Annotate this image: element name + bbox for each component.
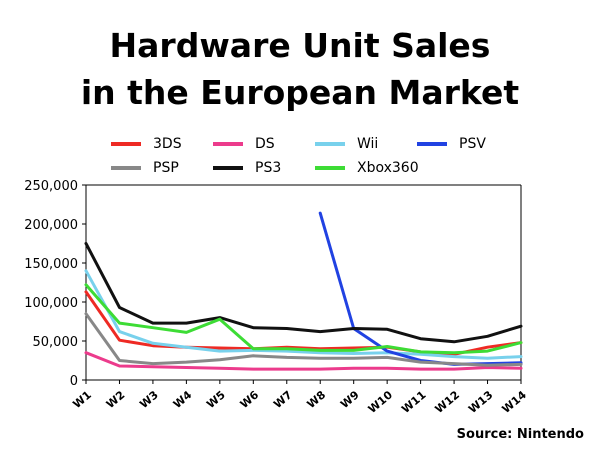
y-tick-label: 250,000 xyxy=(24,179,78,194)
legend-label-psp: PSP xyxy=(153,160,179,176)
legend-label-ps3: PS3 xyxy=(255,160,282,176)
chart-title-line-2: in the European Market xyxy=(80,73,520,112)
x-tick-label: W7 xyxy=(271,388,295,411)
x-tick-label: W13 xyxy=(466,388,495,416)
legend-label-xbox360: Xbox360 xyxy=(357,160,419,176)
series-line-xbox360 xyxy=(84,283,523,355)
x-tick-label: W5 xyxy=(204,388,228,411)
legend-swatch-ds xyxy=(213,142,243,146)
chart-title-line-1: Hardware Unit Sales xyxy=(109,26,491,65)
legend-item-wii: Wii xyxy=(315,134,378,154)
y-tick-label: 50,000 xyxy=(33,335,79,350)
legend-item-xbox360: Xbox360 xyxy=(315,158,419,178)
chart-title: Hardware Unit Sales in the European Mark… xyxy=(0,22,600,116)
x-tick-label: W12 xyxy=(433,388,462,416)
x-tick-label: W1 xyxy=(70,388,94,411)
legend-label-psv: PSV xyxy=(459,136,486,152)
legend-item-psp: PSP xyxy=(111,158,179,178)
x-tick-label: W8 xyxy=(305,388,329,411)
legend-swatch-ps3 xyxy=(213,166,243,170)
legend-label-wii: Wii xyxy=(357,136,379,152)
x-tick-label: W14 xyxy=(500,388,530,416)
x-tick-label: W9 xyxy=(338,388,362,411)
x-tick-label: W4 xyxy=(171,388,195,411)
legend-item-ps3: PS3 xyxy=(213,158,281,178)
x-tick-label: W10 xyxy=(366,388,396,416)
series-line-ps3 xyxy=(84,242,523,344)
x-tick-label: W3 xyxy=(137,388,161,411)
x-tick-label: W2 xyxy=(104,388,128,411)
legend-label-ds: DS xyxy=(255,136,275,152)
legend-swatch-psv xyxy=(417,142,447,146)
y-tick-label: 200,000 xyxy=(24,218,78,233)
y-tick-label: 0 xyxy=(70,374,78,389)
legend-swatch-xbox360 xyxy=(315,166,345,170)
legend-swatch-wii xyxy=(315,142,345,146)
x-tick-label: W6 xyxy=(238,388,262,411)
x-tick-label: W11 xyxy=(399,388,428,416)
legend-swatch-psp xyxy=(111,166,141,170)
legend-item-ds: DS xyxy=(213,134,275,154)
source-note: Source: Nintendo xyxy=(456,427,584,442)
legend-swatch-3ds xyxy=(111,142,141,146)
legend-item-psv: PSV xyxy=(417,134,486,154)
legend-item-3ds: 3DS xyxy=(111,134,182,154)
series-line-psv xyxy=(318,211,523,366)
series-line-wii xyxy=(84,269,523,360)
legend-label-3ds: 3DS xyxy=(153,136,182,152)
series-line-ds xyxy=(84,351,523,371)
series-line-psp xyxy=(84,312,523,367)
y-tick-label: 150,000 xyxy=(24,257,78,272)
y-tick-label: 100,000 xyxy=(24,296,78,311)
